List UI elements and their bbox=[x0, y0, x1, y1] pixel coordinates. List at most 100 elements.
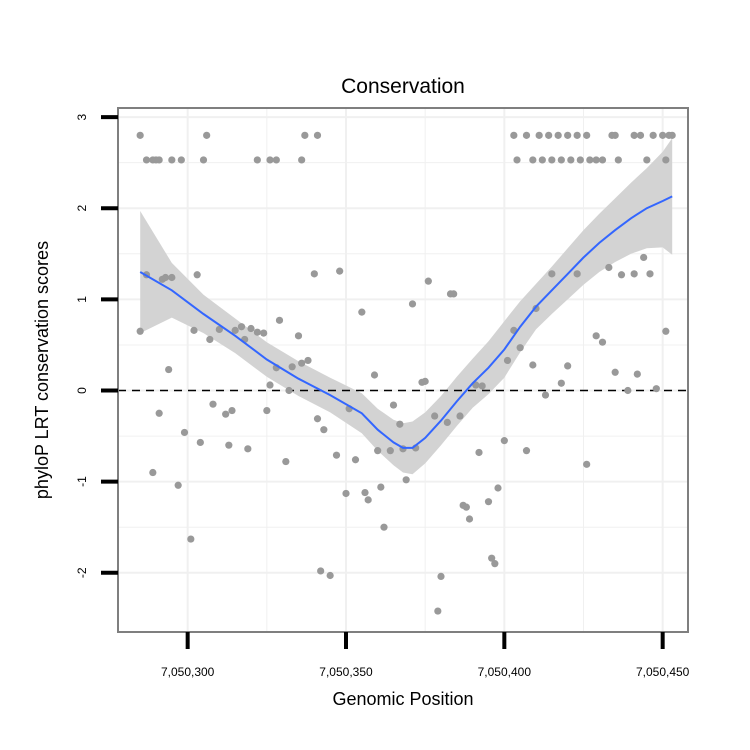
chart-title: Conservation bbox=[341, 75, 465, 98]
data-point bbox=[377, 483, 385, 491]
y-tick-label: 0 bbox=[75, 387, 89, 394]
data-point bbox=[668, 131, 676, 139]
data-point bbox=[244, 445, 252, 453]
data-point bbox=[583, 131, 591, 139]
data-point bbox=[206, 335, 214, 344]
data-point bbox=[253, 328, 261, 336]
data-point bbox=[598, 156, 607, 164]
data-point bbox=[545, 131, 553, 139]
data-point bbox=[456, 412, 464, 420]
y-tick-label: -2 bbox=[75, 567, 89, 578]
data-point bbox=[548, 270, 556, 278]
data-point bbox=[199, 156, 208, 164]
plot-panel bbox=[117, 107, 689, 633]
y-tick-label: 1 bbox=[75, 296, 89, 303]
data-point bbox=[209, 400, 217, 408]
data-point bbox=[592, 332, 600, 340]
data-point bbox=[576, 156, 584, 164]
data-point bbox=[364, 496, 372, 504]
data-point bbox=[266, 156, 274, 164]
data-point bbox=[190, 326, 198, 334]
data-point bbox=[326, 571, 334, 580]
data-point bbox=[554, 131, 562, 139]
data-point bbox=[516, 344, 524, 352]
y-axis: -2 -1 0 1 2 3 bbox=[75, 113, 118, 578]
data-point bbox=[168, 156, 176, 164]
data-point bbox=[662, 156, 670, 164]
data-point bbox=[630, 131, 638, 139]
data-point bbox=[253, 156, 261, 164]
data-point bbox=[332, 451, 341, 459]
data-point bbox=[431, 412, 439, 420]
data-point bbox=[225, 441, 233, 449]
data-point bbox=[396, 420, 404, 428]
data-point bbox=[617, 271, 626, 279]
data-point bbox=[203, 131, 211, 139]
data-point bbox=[605, 263, 613, 272]
data-point bbox=[557, 379, 565, 387]
data-point bbox=[649, 131, 657, 139]
data-point bbox=[304, 356, 312, 365]
data-point bbox=[478, 382, 486, 390]
data-point bbox=[222, 410, 230, 418]
smooth-line bbox=[139, 195, 673, 449]
data-point bbox=[434, 607, 442, 615]
data-point bbox=[361, 488, 369, 497]
data-point bbox=[336, 267, 344, 275]
data-point bbox=[567, 156, 575, 164]
data-point bbox=[374, 447, 382, 455]
x-tick-label: 7,050,400 bbox=[478, 665, 532, 679]
y-tick-label: 2 bbox=[75, 205, 89, 212]
data-point bbox=[611, 368, 619, 376]
data-point bbox=[510, 131, 518, 139]
data-point bbox=[573, 270, 581, 278]
data-point bbox=[165, 365, 173, 374]
data-point bbox=[275, 316, 284, 324]
data-point bbox=[313, 131, 322, 139]
data-point bbox=[491, 560, 499, 568]
data-point bbox=[564, 131, 572, 139]
data-point bbox=[142, 156, 151, 164]
data-point bbox=[193, 271, 201, 279]
data-point bbox=[652, 385, 660, 393]
data-point bbox=[513, 156, 521, 164]
data-point bbox=[174, 481, 182, 489]
data-point bbox=[168, 273, 176, 282]
data-point bbox=[149, 468, 157, 477]
data-point bbox=[630, 270, 638, 278]
data-point bbox=[437, 572, 445, 581]
data-point bbox=[443, 418, 451, 426]
data-point bbox=[624, 386, 632, 395]
data-point bbox=[310, 270, 318, 278]
data-point bbox=[583, 460, 591, 468]
data-point bbox=[662, 327, 670, 335]
data-point bbox=[548, 156, 556, 164]
x-tick-label: 7,050,350 bbox=[319, 665, 373, 679]
data-point bbox=[136, 327, 144, 335]
data-point bbox=[462, 503, 470, 511]
data-point bbox=[614, 156, 622, 164]
data-point bbox=[177, 156, 185, 164]
data-point bbox=[484, 498, 493, 506]
data-point bbox=[358, 308, 366, 316]
data-point bbox=[421, 377, 429, 385]
data-point bbox=[155, 156, 163, 164]
data-point bbox=[386, 447, 394, 455]
data-point bbox=[640, 253, 648, 262]
data-point bbox=[646, 270, 654, 278]
data-point bbox=[402, 476, 410, 484]
data-point bbox=[247, 324, 255, 333]
data-point bbox=[535, 131, 543, 139]
data-point bbox=[180, 428, 189, 437]
data-point bbox=[370, 371, 379, 379]
data-point bbox=[294, 332, 303, 340]
data-point bbox=[592, 156, 600, 164]
data-point bbox=[237, 323, 246, 331]
data-point bbox=[503, 356, 512, 365]
data-point bbox=[215, 325, 223, 334]
data-point bbox=[529, 361, 537, 369]
data-point bbox=[196, 438, 204, 447]
data-point bbox=[557, 156, 565, 164]
x-axis-title: Genomic Position bbox=[332, 689, 473, 709]
